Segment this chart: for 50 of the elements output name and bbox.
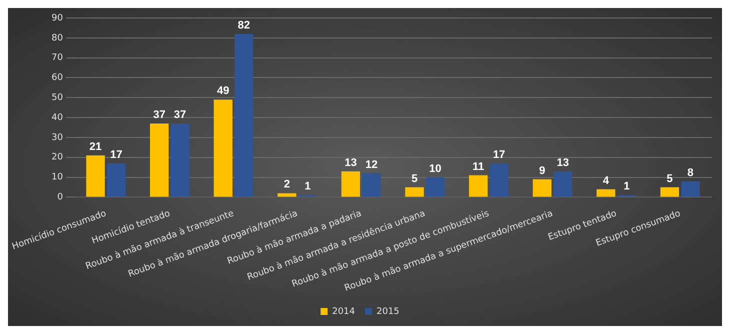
y-tick-label: 10: [52, 172, 64, 183]
bar: [170, 124, 190, 197]
data-label: 13: [344, 156, 357, 169]
bar: [554, 171, 572, 197]
data-label: 21: [89, 140, 102, 153]
data-label: 37: [174, 109, 186, 122]
data-label: 5: [666, 172, 673, 185]
bar: [468, 175, 488, 197]
data-label: 37: [153, 109, 166, 122]
data-label: 2: [284, 178, 290, 191]
bar: [150, 124, 169, 197]
y-tick-label: 80: [52, 33, 64, 44]
data-label: 12: [365, 158, 378, 171]
bar: [278, 193, 296, 197]
bar: [106, 163, 126, 197]
data-label: 17: [110, 148, 122, 161]
data-label: 5: [411, 172, 418, 185]
data-label: 8: [687, 166, 694, 179]
y-tick-label: 40: [52, 112, 64, 123]
bar: [681, 181, 700, 197]
y-tick-label: 90: [52, 13, 64, 24]
y-tick-label: 20: [52, 152, 64, 163]
data-label: 13: [556, 156, 569, 169]
y-tick-label: 70: [52, 53, 64, 64]
data-label: 82: [238, 19, 250, 32]
y-tick-label: 0: [57, 192, 64, 203]
bar: [234, 34, 254, 197]
data-label: 4: [602, 174, 610, 187]
legend-label: 2015: [376, 306, 400, 317]
data-label: 49: [217, 85, 230, 98]
bar: [362, 173, 381, 197]
data-label: 17: [492, 148, 506, 161]
bar: [426, 177, 445, 197]
y-tick-label: 50: [52, 92, 64, 103]
legend-label: 2014: [332, 306, 356, 317]
data-label: 9: [539, 164, 546, 177]
y-tick-label: 30: [52, 132, 64, 143]
data-label: 10: [429, 162, 442, 175]
bar: [532, 179, 552, 197]
bar: [86, 155, 105, 197]
bar: [214, 100, 232, 197]
data-label: 1: [624, 180, 630, 193]
bar: [490, 163, 508, 197]
bar: [405, 187, 424, 197]
y-tick-label: 60: [52, 73, 64, 84]
bar: [596, 189, 616, 197]
data-label: 1: [304, 180, 311, 193]
bar: [341, 171, 360, 197]
data-label: 11: [472, 160, 484, 173]
bar: [660, 187, 680, 197]
